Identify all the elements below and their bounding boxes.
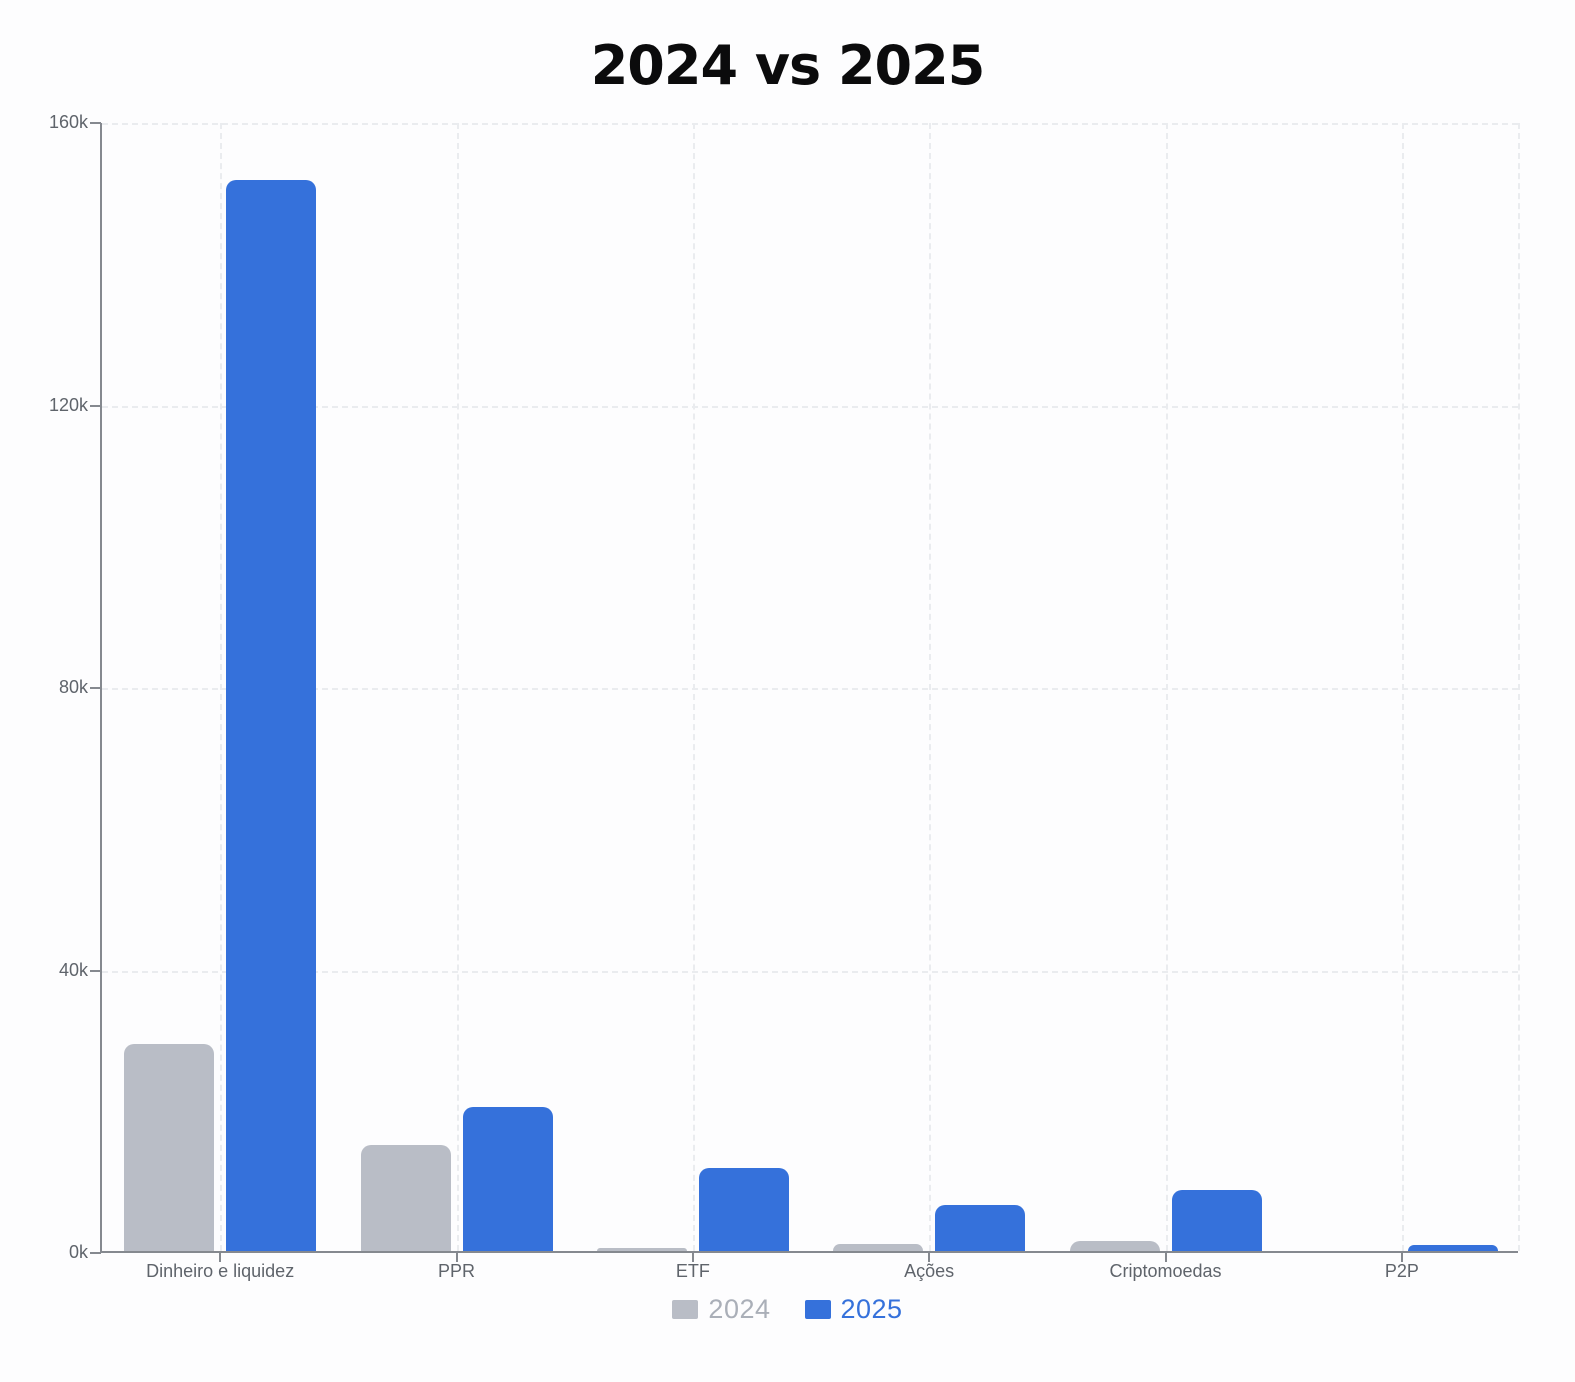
y-axis-tick-0k: [90, 1252, 101, 1254]
gridline-vertical: [1165, 123, 1168, 1251]
y-axis-tick-label: 120k: [48, 394, 88, 415]
bar-2025-criptomoedas[interactable]: [1171, 1190, 1262, 1251]
y-axis-tick-120k: [90, 404, 101, 407]
x-axis-tick-ppr: [455, 1253, 458, 1262]
legend-swatch-2025: [804, 1300, 831, 1319]
bar-2025-p2p[interactable]: [1407, 1245, 1498, 1251]
gridline-horizontal-80k: [102, 688, 1518, 690]
bar-2024-etf[interactable]: [596, 1248, 687, 1251]
bar-2024-criptomoedas[interactable]: [1069, 1241, 1160, 1251]
x-axis-category-label-etf: ETF: [675, 1261, 710, 1281]
bar-2024-ppr[interactable]: [360, 1145, 451, 1251]
bar-2024-acoes[interactable]: [833, 1243, 924, 1251]
bar-2025-etf[interactable]: [698, 1168, 789, 1251]
y-axis-tick-80k: [90, 687, 101, 689]
gridline-horizontal-40k: [102, 970, 1518, 973]
gridline-vertical: [456, 123, 459, 1251]
legend-item-2024[interactable]: 2024: [672, 1294, 770, 1325]
chart-title: 2024 vs 2025: [590, 34, 986, 97]
x-axis-tick-etf: [691, 1253, 694, 1262]
gridline-horizontal-120k: [102, 405, 1518, 408]
gridline-vertical: [220, 123, 223, 1251]
y-axis-tick-label: 0k: [68, 1242, 88, 1262]
x-axis-category-label-ppr: PPR: [437, 1261, 476, 1281]
y-axis-tick-160k: [90, 122, 101, 124]
x-axis-category-label-criptomoedas: Criptomoedas: [1109, 1261, 1222, 1281]
gridline-vertical: [692, 123, 695, 1251]
gridline-vertical: [929, 123, 932, 1251]
plot-area: Dinheiro e liquidez PPR ETF Ações Criptomoed…: [90, 122, 1520, 1281]
chart-legend: 2024 2025: [0, 1294, 1575, 1325]
x-axis-category-label-p2p: P2P: [1384, 1261, 1419, 1281]
x-axis-category-label-acoes: Ações: [904, 1261, 955, 1281]
y-axis-tick-label: 40k: [58, 959, 88, 980]
gridline-vertical: [1401, 123, 1404, 1251]
gridline-vertical-right-edge: [1518, 123, 1520, 1251]
bar-2024-dinheiro-e-liquidez[interactable]: [124, 1044, 215, 1251]
legend-label-2024: 2024: [708, 1294, 771, 1324]
legend-item-2025[interactable]: 2025: [804, 1294, 903, 1325]
legend-swatch-2024: [672, 1300, 699, 1319]
x-axis-tick-p2p: [1400, 1253, 1403, 1262]
x-axis-category-label-dinheiro-e-liquidez: Dinheiro e liquidez: [146, 1261, 295, 1281]
bar-2025-dinheiro-e-liquidez[interactable]: [226, 179, 317, 1251]
bar-2025-ppr[interactable]: [462, 1106, 553, 1251]
legend-label-2025: 2025: [840, 1294, 903, 1324]
x-axis-tick-acoes: [928, 1253, 931, 1262]
y-axis-tick-40k: [90, 969, 101, 972]
x-axis-tick-dinheiro-e-liquidez: [219, 1253, 222, 1262]
y-axis-tick-label: 160k: [48, 112, 88, 132]
bar-2025-acoes[interactable]: [935, 1205, 1026, 1251]
y-axis-tick-label: 80k: [58, 677, 88, 697]
gridline-horizontal-160k: [102, 123, 1518, 125]
x-axis-tick-criptomoedas: [1164, 1253, 1167, 1262]
